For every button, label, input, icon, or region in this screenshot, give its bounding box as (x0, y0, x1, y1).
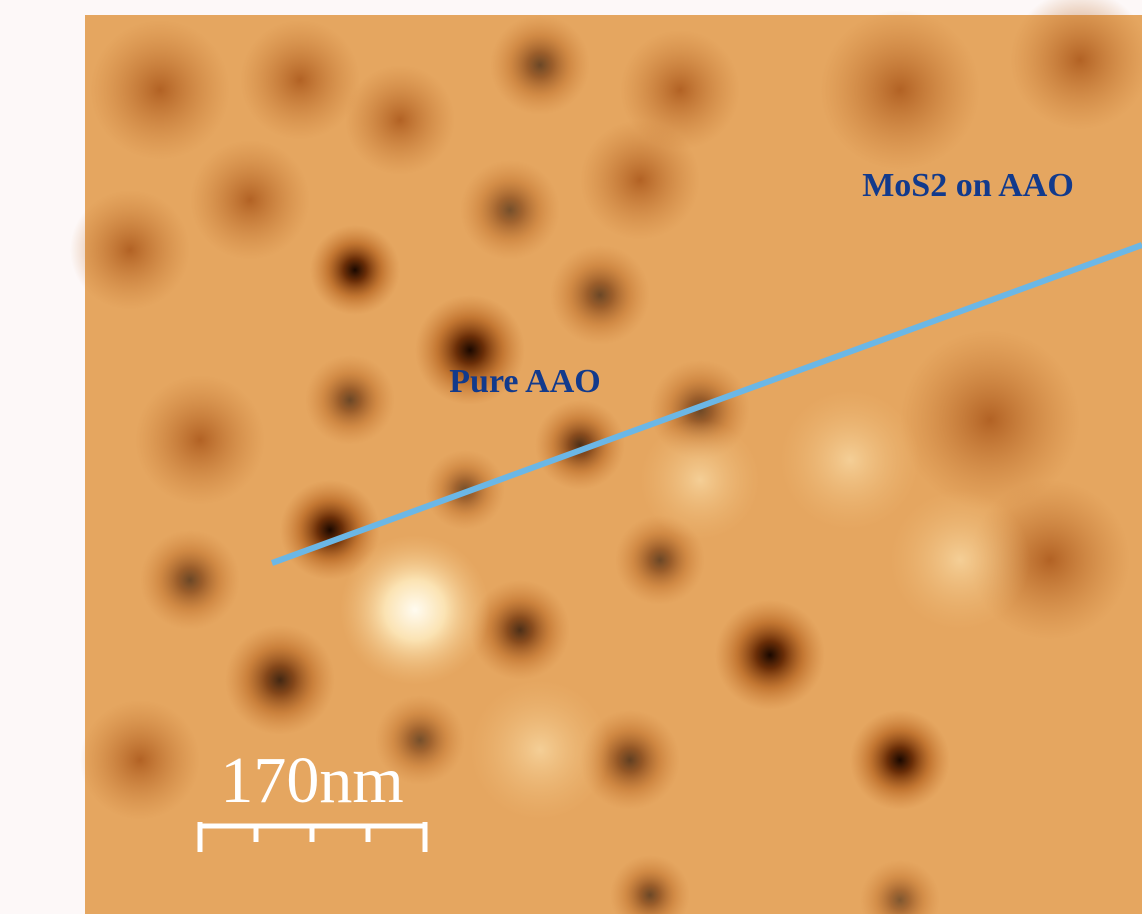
region-label: MoS2 on AAO (862, 167, 1074, 204)
scale-bar-label: 170nm (220, 744, 403, 817)
afm-figure: MoS2 on AAO Pure AAO 170nm (0, 0, 1142, 914)
region-label: Pure AAO (449, 363, 600, 400)
